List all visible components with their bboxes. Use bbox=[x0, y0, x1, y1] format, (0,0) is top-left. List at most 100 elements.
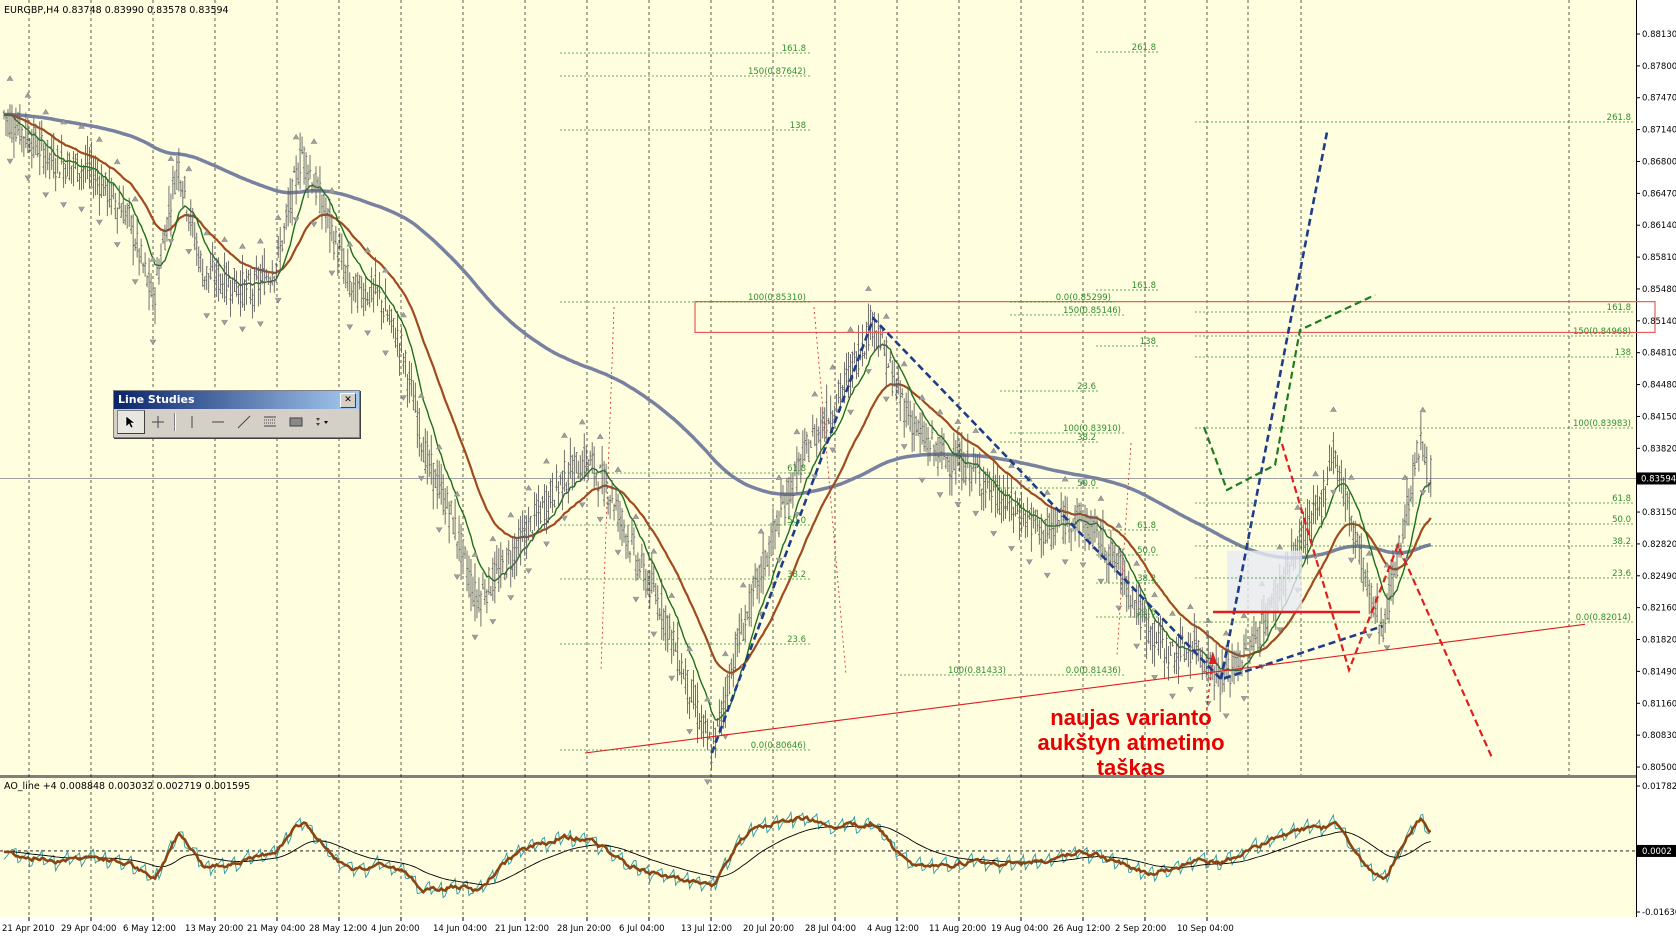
price-bar bbox=[261, 255, 264, 285]
horizontal-line-icon[interactable] bbox=[205, 411, 231, 433]
cursor-icon[interactable] bbox=[117, 410, 145, 434]
price-bar bbox=[1083, 504, 1087, 552]
price-bar bbox=[221, 273, 224, 299]
price-bar bbox=[1415, 439, 1419, 463]
fractal-up-icon bbox=[1294, 504, 1301, 510]
price-bar bbox=[744, 604, 747, 643]
fractal-up-icon bbox=[364, 246, 371, 253]
close-icon[interactable]: ✕ bbox=[340, 393, 356, 408]
price-bar bbox=[918, 412, 922, 454]
fractal-down-icon bbox=[704, 779, 711, 785]
price-bar bbox=[825, 384, 828, 443]
fib-level-label: 138 bbox=[1615, 348, 1631, 358]
price-bar bbox=[1069, 527, 1073, 552]
price-bar bbox=[1000, 489, 1003, 524]
price-bar bbox=[740, 608, 743, 635]
fractal-down-icon bbox=[1276, 627, 1284, 633]
price-bar bbox=[1429, 455, 1432, 498]
price-bar bbox=[791, 472, 795, 509]
price-bar bbox=[485, 589, 489, 614]
price-bar bbox=[1242, 634, 1246, 658]
price-bar bbox=[1254, 621, 1258, 645]
price-bar bbox=[471, 576, 475, 607]
price-bar bbox=[441, 474, 445, 516]
fractal-down-icon bbox=[614, 549, 622, 556]
price-bar bbox=[1326, 466, 1329, 486]
price-bar bbox=[284, 203, 288, 230]
fractal-down-icon bbox=[865, 368, 872, 375]
price-bar bbox=[1028, 509, 1031, 520]
rectangle-icon[interactable] bbox=[283, 411, 309, 433]
price-bar bbox=[463, 545, 467, 559]
annotation-arrow-line bbox=[1205, 656, 1214, 717]
price-bar bbox=[1185, 649, 1188, 661]
fractal-down-icon bbox=[1079, 562, 1087, 568]
vertical-line-icon[interactable] bbox=[179, 411, 205, 433]
price-bar bbox=[948, 456, 952, 496]
more-tools-icon[interactable] bbox=[309, 411, 335, 433]
price-bar bbox=[273, 275, 276, 293]
price-bar bbox=[674, 642, 677, 652]
fractal-down-icon bbox=[24, 175, 32, 182]
fractal-up-icon bbox=[489, 535, 497, 542]
fractal-up-icon bbox=[1097, 495, 1105, 502]
price-bar bbox=[229, 279, 232, 317]
price-bar bbox=[489, 586, 493, 597]
price-bar bbox=[869, 305, 872, 340]
price-bar bbox=[1065, 496, 1069, 527]
price-bar bbox=[118, 185, 121, 210]
crosshair-icon[interactable] bbox=[145, 411, 171, 433]
price-bar bbox=[1193, 613, 1196, 654]
fibonacci-levels: 161.8 150(0.87642) 138 100(0.85310) 61.8 50.0… bbox=[560, 43, 1635, 751]
price-bar bbox=[1081, 518, 1085, 534]
price-tick-label: 0.86140 bbox=[1642, 221, 1676, 231]
price-bar bbox=[543, 484, 546, 529]
fibonacci-icon[interactable] bbox=[257, 411, 283, 433]
price-bar bbox=[110, 177, 113, 215]
price-bar bbox=[127, 197, 131, 227]
price-bar bbox=[984, 471, 987, 509]
price-bar bbox=[187, 213, 191, 232]
price-bar bbox=[1181, 626, 1184, 645]
line-studies-toolbar[interactable]: Line Studies ✕ bbox=[113, 390, 360, 438]
price-bar bbox=[1379, 607, 1383, 637]
price-bar bbox=[644, 568, 648, 598]
price-bar bbox=[334, 225, 338, 245]
price-bar bbox=[493, 551, 497, 604]
price-bar bbox=[137, 248, 141, 276]
price-bar bbox=[1367, 579, 1371, 615]
toolbar-tools bbox=[114, 409, 359, 435]
fib-level-label: 0.0(0.80646) bbox=[751, 741, 806, 751]
toolbar-title: Line Studies bbox=[118, 393, 195, 406]
fractal-down-icon bbox=[292, 217, 300, 223]
toolbar-title-bar[interactable]: Line Studies ✕ bbox=[114, 391, 359, 409]
price-tick-label: 0.81820 bbox=[1642, 636, 1676, 646]
price-bar bbox=[74, 153, 77, 170]
price-bar bbox=[477, 577, 481, 613]
fib-level-label: 150(0.87642) bbox=[748, 67, 806, 77]
price-tick-label: 0.81490 bbox=[1642, 667, 1676, 677]
price-bar bbox=[82, 164, 85, 190]
price-bar bbox=[332, 230, 336, 261]
price-bar bbox=[732, 653, 735, 688]
price-bar bbox=[598, 464, 602, 469]
fractal-up-icon bbox=[596, 433, 604, 440]
fractal-up-icon bbox=[274, 214, 282, 221]
fractal-up-icon bbox=[1312, 470, 1319, 477]
annotation-line-2: aukštyn atmetimo bbox=[1037, 730, 1224, 755]
fib-level-label: 100(0.85310) bbox=[748, 293, 806, 303]
price-tick-label: 0.82820 bbox=[1642, 540, 1676, 550]
price-bar bbox=[1389, 559, 1393, 602]
price-bar bbox=[934, 441, 938, 462]
price-bar bbox=[527, 506, 530, 541]
price-bar bbox=[374, 256, 377, 295]
price-tick-label: 0.83150 bbox=[1642, 508, 1676, 518]
price-bar bbox=[300, 136, 304, 155]
fractal-up-icon bbox=[811, 390, 819, 397]
price-bar bbox=[126, 203, 129, 229]
trendline-icon[interactable] bbox=[231, 411, 257, 433]
price-bar bbox=[457, 515, 461, 561]
price-bar bbox=[171, 165, 175, 200]
fib-level-label: 50.0 bbox=[1612, 515, 1631, 525]
price-bar bbox=[473, 563, 477, 622]
